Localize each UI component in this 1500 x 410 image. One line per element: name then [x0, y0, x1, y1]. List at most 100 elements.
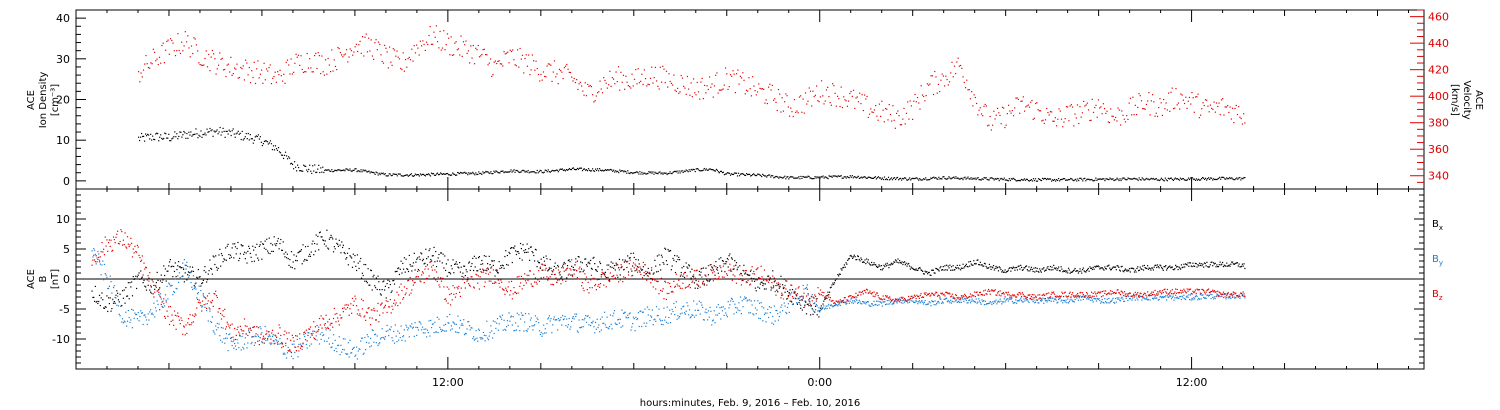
data-point — [501, 318, 503, 320]
data-point — [973, 260, 975, 262]
data-point — [98, 294, 101, 296]
data-point — [492, 173, 494, 175]
data-point — [1005, 124, 1007, 126]
data-point — [492, 74, 494, 76]
data-point — [616, 323, 618, 325]
data-point — [430, 172, 433, 174]
data-point — [992, 264, 995, 267]
data-point — [1200, 298, 1202, 300]
data-point — [172, 294, 174, 296]
data-point — [748, 312, 750, 314]
data-point — [1123, 177, 1125, 179]
data-point — [680, 170, 682, 172]
data-point — [732, 70, 734, 72]
data-point — [717, 92, 719, 94]
data-point — [650, 171, 652, 173]
data-point — [288, 64, 290, 66]
data-point — [1194, 179, 1197, 181]
data-point — [1083, 295, 1085, 297]
data-point — [655, 265, 657, 267]
data-point — [223, 316, 225, 318]
data-point — [968, 261, 970, 263]
data-point — [968, 89, 970, 91]
data-point — [928, 271, 930, 273]
data-point — [233, 339, 235, 341]
data-point — [294, 161, 296, 163]
data-point — [727, 301, 729, 303]
data-point — [92, 296, 94, 299]
data-point — [1215, 266, 1217, 268]
data-point — [1110, 108, 1112, 110]
data-point — [657, 85, 659, 87]
data-point — [1217, 294, 1220, 297]
data-point — [397, 267, 399, 270]
data-point — [1180, 93, 1182, 95]
ion-density-series — [137, 126, 1246, 182]
data-point — [212, 330, 214, 332]
data-point — [169, 38, 172, 40]
data-point — [704, 311, 706, 313]
data-point — [1236, 177, 1238, 179]
data-point — [994, 267, 996, 270]
data-point — [1099, 268, 1101, 270]
data-point — [429, 335, 431, 337]
data-point — [682, 171, 684, 174]
data-point — [209, 308, 211, 310]
data-point — [728, 307, 730, 309]
data-point — [885, 178, 888, 180]
data-point — [594, 263, 596, 265]
data-point — [116, 290, 118, 292]
data-point — [477, 270, 479, 272]
data-point — [498, 260, 500, 263]
data-point — [203, 269, 205, 272]
data-point — [1228, 264, 1230, 266]
data-point — [761, 306, 763, 308]
data-point — [702, 169, 704, 171]
data-point — [185, 41, 188, 43]
data-point — [588, 85, 590, 87]
data-point — [749, 88, 751, 90]
data-point — [198, 285, 200, 287]
data-point — [631, 172, 633, 174]
data-point — [576, 167, 579, 170]
data-point — [1199, 264, 1201, 267]
data-point — [1233, 178, 1235, 181]
data-point — [562, 263, 565, 265]
data-point — [877, 119, 879, 121]
data-point — [1086, 178, 1088, 181]
data-point — [736, 175, 739, 177]
data-point — [760, 302, 762, 304]
data-point — [400, 175, 402, 177]
data-point — [1183, 102, 1186, 105]
data-point — [465, 333, 467, 335]
data-point — [724, 308, 726, 310]
data-point — [450, 265, 452, 267]
data-point — [250, 138, 252, 140]
data-point — [444, 255, 446, 257]
data-point — [197, 268, 199, 271]
data-point — [548, 315, 551, 317]
data-point — [122, 297, 125, 299]
data-point — [908, 178, 910, 180]
data-point — [291, 343, 293, 345]
data-point — [407, 327, 410, 329]
data-point — [302, 170, 304, 172]
data-point — [475, 257, 477, 259]
data-point — [956, 301, 958, 303]
data-point — [655, 172, 657, 174]
data-point — [535, 172, 537, 174]
data-point — [153, 51, 156, 53]
data-point — [860, 103, 862, 105]
data-point — [930, 75, 932, 77]
data-point — [229, 337, 232, 340]
data-point — [622, 170, 624, 172]
data-point — [819, 96, 821, 98]
data-point — [646, 271, 649, 273]
data-point — [160, 274, 162, 276]
data-point — [530, 317, 532, 319]
data-point — [942, 302, 944, 304]
data-point — [344, 338, 346, 340]
data-point — [702, 97, 705, 100]
data-point — [617, 276, 619, 278]
data-point — [103, 254, 106, 256]
